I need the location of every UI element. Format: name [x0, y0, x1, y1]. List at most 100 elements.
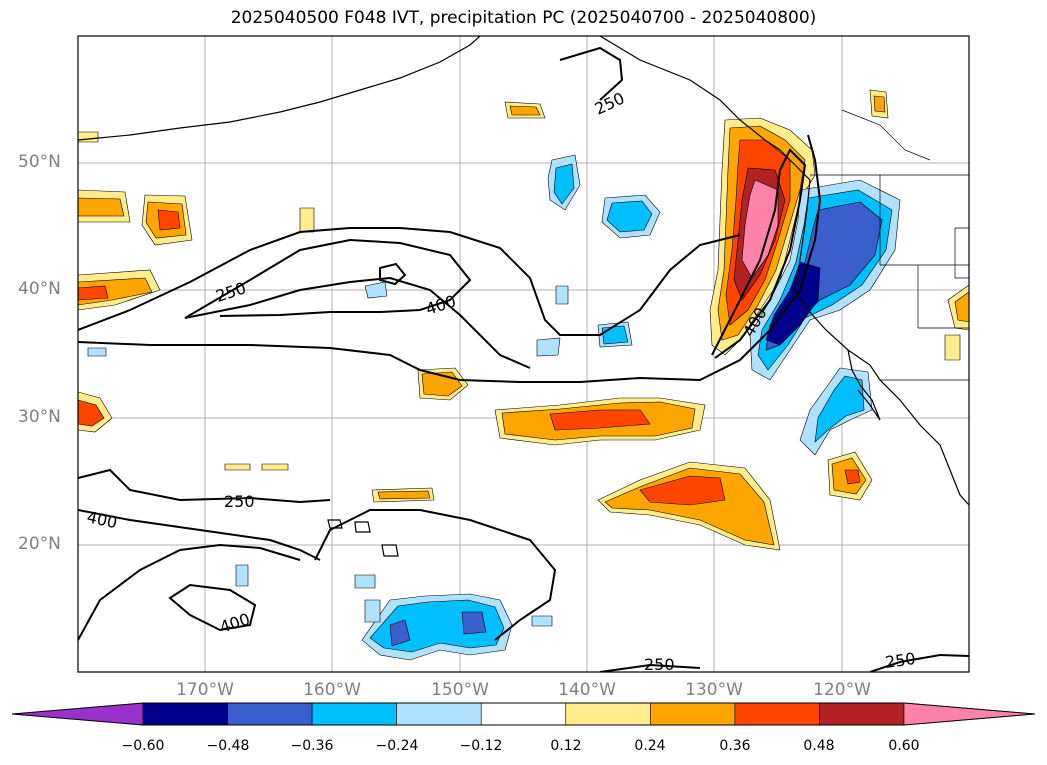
precip-positive-mex-core — [844, 469, 861, 485]
colorbar-tick-label: 0.24 — [634, 738, 666, 754]
lon-label: 140°W — [558, 680, 616, 700]
precip-negative-small5 — [235, 564, 249, 587]
precip-positive-small5 — [944, 334, 961, 361]
precip-negative-small8 — [555, 285, 569, 305]
colorbar-extend-high — [903, 702, 1036, 726]
precip-positive-ne-inner — [873, 95, 886, 113]
lat-label: 50°N — [18, 152, 61, 172]
contour-label: 250 — [213, 278, 248, 306]
precip-negative-hawaii-core2 — [461, 611, 487, 635]
colorbar-segment — [480, 702, 567, 726]
colorbar-segment — [565, 702, 651, 726]
baja-coast — [847, 349, 881, 421]
colorbar-segment — [819, 702, 905, 726]
ivt-contour-250-se — [599, 663, 701, 672]
precip-positive-west2-core — [157, 209, 181, 231]
precip-positive-mid-north-inner — [509, 105, 541, 116]
state-boundary-5 — [954, 227, 969, 279]
colorbar-tick-label: −0.24 — [375, 738, 419, 754]
ivt-contour-250-ne — [559, 46, 624, 101]
precip-negative-small4 — [364, 599, 381, 623]
ivt-contour-250-hawaii — [314, 509, 557, 641]
map-title: 2025040500 F048 IVT, precipitation PC (2… — [230, 8, 817, 28]
precip-positive-west1-inner — [78, 197, 125, 217]
precip-negative-small1 — [364, 281, 388, 299]
precip-negative-hawaii-core1 — [389, 619, 411, 647]
contour-label: 250 — [224, 492, 255, 511]
gridlines — [78, 36, 969, 672]
lat-label: 30°N — [18, 407, 61, 427]
colorbar-extend-low — [11, 702, 144, 726]
colorbar-segment — [650, 702, 736, 726]
colorbar-tick-label: 0.36 — [719, 738, 751, 754]
precip-positive-hawaii-n-inner — [377, 490, 431, 500]
precip-positive-subtrop-band-red — [549, 409, 651, 431]
colorbar-tick-label: −0.12 — [459, 738, 503, 754]
map-frame — [77, 35, 970, 673]
colorbar-segment — [396, 702, 482, 726]
contour-label: 400 — [85, 507, 119, 532]
precip-positive-small4 — [78, 131, 99, 143]
contour-label: 250 — [592, 88, 628, 118]
precip-positive-se-red — [639, 475, 726, 506]
precip-negative-small3 — [354, 574, 376, 589]
precip-negative-small7 — [531, 615, 553, 627]
ivt-contour-400-ar — [711, 148, 807, 359]
lon-label: 120°W — [813, 680, 871, 700]
colorbar — [11, 702, 1036, 726]
colorbar-tick-label: 0.12 — [550, 738, 582, 754]
precip-positive-se-edge-inner — [954, 291, 969, 323]
precip-positive-se-orange — [604, 467, 775, 546]
precip-negative-ca-navy — [765, 261, 821, 346]
north-america-coast — [794, 179, 969, 506]
lon-label: 170°W — [176, 680, 234, 700]
colorbar-tick-label: 0.60 — [888, 738, 920, 754]
contour-label: 250 — [644, 655, 675, 674]
ivt-contour-400-inner — [184, 238, 472, 319]
colorbar-tick-label: −0.48 — [206, 738, 250, 754]
colorbar-outline — [11, 702, 1036, 726]
alaska-coast — [78, 36, 481, 141]
precip-negative-small6 — [87, 347, 107, 357]
precip-negative-mid1-inner — [606, 200, 653, 233]
ivt-contour-250-se2 — [869, 653, 969, 672]
coastlines — [78, 36, 969, 557]
lon-label: 150°W — [431, 680, 489, 700]
colorbar-tick-label: −0.36 — [290, 738, 334, 754]
colorbar-tick-label: −0.60 — [121, 738, 165, 754]
ivt-contour-400-sw — [78, 509, 321, 561]
precip-shading — [78, 89, 969, 661]
colorbar-segment — [227, 702, 313, 726]
ivt-contour-400-north — [184, 276, 531, 369]
contour-label: 400 — [217, 609, 252, 637]
ivt-contour-250-south — [78, 134, 822, 383]
ivt-contour-400-loop — [168, 583, 257, 632]
colorbar-segment — [311, 702, 397, 726]
precip-positive-small2 — [261, 463, 289, 471]
political-borders — [810, 109, 969, 381]
precip-negative-mid3-inner — [601, 325, 629, 345]
colorbar-tick-label: 0.48 — [803, 738, 835, 754]
precip-negative-baja-inner — [814, 375, 865, 443]
precip-positive-small1 — [224, 463, 251, 471]
lon-label: 130°W — [685, 680, 743, 700]
precip-positive-small3 — [299, 207, 315, 233]
ivt-contour-250-north — [78, 227, 741, 336]
lat-label: 40°N — [18, 279, 61, 299]
precip-negative-small2 — [536, 337, 561, 357]
lat-label: 20°N — [18, 534, 61, 554]
ivt-contours — [78, 46, 969, 672]
ivt-contour-small-loop — [379, 262, 407, 286]
colorbar-segment — [734, 702, 820, 726]
ivt-contour-250-sw2 — [78, 543, 301, 641]
lon-label: 160°W — [303, 680, 361, 700]
precip-positive-west3-core — [78, 285, 109, 301]
ivt-contour-250-south2 — [78, 468, 331, 504]
alaska-panhandle-coast — [599, 36, 811, 181]
map-panel: 250 250 400 400 250 400 400 250 250 — [77, 35, 970, 674]
hawaii-islands — [327, 519, 399, 557]
contour-label: 400 — [423, 291, 458, 319]
precip-negative-mid2-inner — [553, 163, 575, 205]
contour-label: 250 — [884, 649, 917, 672]
colorbar-segment — [142, 702, 228, 726]
